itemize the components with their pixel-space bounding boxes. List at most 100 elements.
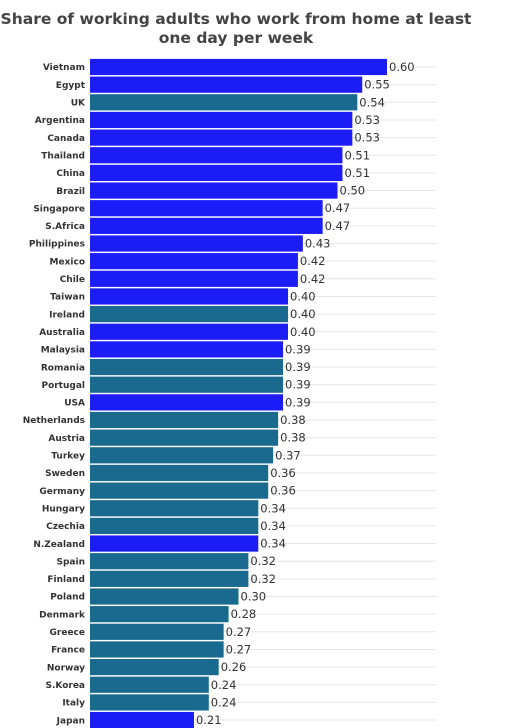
bar-finland[interactable]: [90, 570, 249, 587]
category-label: Singapore: [33, 204, 85, 214]
bar-s-africa[interactable]: [90, 217, 323, 234]
category-label: Philippines: [29, 240, 85, 250]
value-label: 0.24: [211, 695, 237, 709]
value-label: 0.60: [389, 60, 415, 74]
category-label: Egypt: [56, 81, 86, 91]
value-label: 0.32: [250, 572, 276, 586]
category-label: Vietnam: [43, 63, 85, 73]
category-label: Romania: [41, 363, 85, 373]
category-label: Malaysia: [41, 346, 85, 356]
bar-usa[interactable]: [90, 394, 284, 411]
category-label: Canada: [47, 134, 85, 144]
value-label: 0.32: [250, 554, 276, 568]
bar-n-zealand[interactable]: [90, 535, 259, 552]
value-label: 0.38: [280, 413, 306, 427]
value-label: 0.40: [290, 289, 316, 303]
value-label: 0.55: [364, 78, 390, 92]
value-label: 0.39: [285, 395, 311, 409]
bar-norway[interactable]: [90, 659, 219, 676]
bar-japan[interactable]: [90, 711, 194, 728]
bar-s-korea[interactable]: [90, 676, 209, 693]
category-label: N.Zealand: [33, 540, 85, 550]
bar-denmark[interactable]: [90, 606, 229, 623]
category-label: Ireland: [49, 310, 85, 320]
category-label: Argentina: [35, 116, 85, 126]
bar-turkey[interactable]: [90, 447, 274, 464]
category-label: France: [51, 646, 85, 656]
bar-italy[interactable]: [90, 694, 209, 711]
value-label: 0.36: [270, 484, 296, 498]
category-label: China: [56, 169, 85, 179]
bar-germany[interactable]: [90, 482, 269, 499]
bar-sweden[interactable]: [90, 464, 269, 482]
bar-romania[interactable]: [90, 358, 284, 376]
category-label: Brazil: [56, 187, 85, 197]
bar-greece[interactable]: [90, 623, 224, 640]
bar-argentina[interactable]: [90, 111, 353, 129]
category-label: Spain: [57, 557, 86, 567]
category-label: Greece: [50, 628, 85, 638]
bar-ireland[interactable]: [90, 306, 288, 323]
category-label: Italy: [62, 699, 85, 709]
category-label: Mexico: [50, 257, 85, 267]
category-label: S.Korea: [45, 681, 85, 691]
bar-chile[interactable]: [90, 270, 298, 287]
value-label: 0.51: [344, 166, 370, 180]
bar-uk[interactable]: [90, 94, 358, 111]
value-label: 0.53: [354, 131, 380, 145]
value-label: 0.36: [270, 466, 296, 480]
value-label: 0.42: [300, 254, 326, 268]
bar-canada[interactable]: [90, 129, 353, 146]
category-label: Australia: [39, 328, 85, 338]
value-label: 0.51: [344, 148, 370, 162]
bar-mexico[interactable]: [90, 253, 298, 270]
category-label: Turkey: [51, 452, 85, 462]
bar-czechia[interactable]: [90, 517, 259, 534]
category-label: Austria: [48, 434, 85, 444]
category-label: Czechia: [46, 522, 85, 532]
value-label: 0.54: [359, 95, 385, 109]
value-label: 0.34: [260, 501, 286, 515]
value-label: 0.30: [241, 590, 267, 604]
bar-spain[interactable]: [90, 553, 249, 570]
bar-australia[interactable]: [90, 323, 288, 340]
bar-vietnam[interactable]: [90, 58, 387, 76]
bar-taiwan[interactable]: [90, 288, 288, 305]
bar-china[interactable]: [90, 164, 343, 181]
bar-netherlands[interactable]: [90, 411, 279, 429]
category-label: Germany: [39, 487, 85, 497]
category-label: USA: [64, 399, 85, 409]
bar-austria[interactable]: [90, 429, 279, 446]
category-label: Chile: [60, 275, 85, 285]
category-label: Taiwan: [50, 293, 85, 303]
value-label: 0.47: [325, 219, 351, 233]
value-label: 0.47: [325, 201, 351, 215]
value-label: 0.42: [300, 272, 326, 286]
value-label: 0.24: [211, 678, 237, 692]
category-label: Thailand: [41, 151, 85, 161]
value-label: 0.26: [221, 660, 247, 674]
category-label: Netherlands: [23, 416, 85, 426]
category-label: Japan: [56, 716, 85, 726]
value-label: 0.27: [226, 625, 252, 639]
bar-philippines[interactable]: [90, 235, 303, 252]
bar-france[interactable]: [90, 641, 224, 658]
bar-thailand[interactable]: [90, 147, 343, 164]
value-label: 0.39: [285, 378, 311, 392]
category-label: Norway: [47, 663, 85, 673]
bar-brazil[interactable]: [90, 182, 338, 199]
value-label: 0.27: [226, 642, 252, 656]
category-label: Denmark: [39, 610, 86, 620]
value-label: 0.43: [305, 237, 331, 251]
bar-poland[interactable]: [90, 588, 239, 605]
bar-egypt[interactable]: [90, 76, 363, 93]
value-label: 0.34: [260, 537, 286, 551]
category-label: Sweden: [45, 469, 85, 479]
value-label: 0.40: [290, 325, 316, 339]
bar-hungary[interactable]: [90, 500, 259, 517]
bar-malaysia[interactable]: [90, 341, 284, 358]
value-label: 0.37: [275, 448, 301, 462]
bar-singapore[interactable]: [90, 200, 323, 217]
bar-portugal[interactable]: [90, 376, 284, 393]
